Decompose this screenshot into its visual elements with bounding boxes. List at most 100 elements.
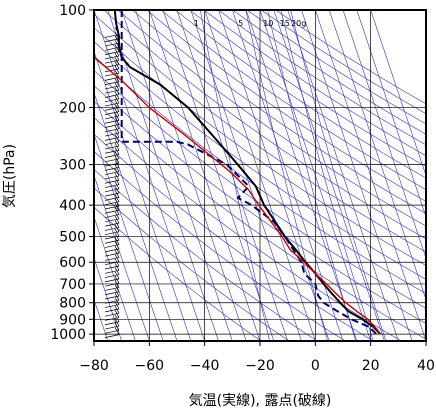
wind-barb-staff xyxy=(104,55,120,60)
wind-barb-flag xyxy=(114,233,120,241)
wind-barb-staff xyxy=(104,192,120,197)
wind-barb-staff xyxy=(104,231,120,236)
wind-barb-staff xyxy=(104,124,120,128)
wind-barb-flag xyxy=(114,168,120,177)
mixing-ratio-label: 20g xyxy=(291,19,306,28)
moist-adiabat-line xyxy=(94,50,192,341)
wind-barb-staff xyxy=(104,167,120,171)
wind-barb-staff xyxy=(104,227,120,231)
wind-barb-staff xyxy=(104,85,120,90)
x-axis: −80 −60 −40 −20 0 20 40 xyxy=(79,341,435,374)
wind-barb-flag xyxy=(114,177,120,185)
wind-barb-staff xyxy=(104,115,120,120)
moist-adiabat-line xyxy=(273,10,385,341)
wind-barb-staff xyxy=(104,317,120,321)
wind-barb-flag xyxy=(114,160,120,168)
dry-adiabat-line xyxy=(94,85,426,324)
wind-barb-staff xyxy=(104,214,120,218)
wind-barb-staff xyxy=(104,329,120,334)
dry-adiabat-line xyxy=(146,10,426,202)
mixing-ratio-line xyxy=(290,10,387,341)
wind-barb-staff xyxy=(104,72,120,77)
wind-barb-staff xyxy=(104,299,120,304)
wind-barb-staff xyxy=(104,184,120,188)
moist-adiabat-line xyxy=(135,10,247,341)
dry-adiabat-line xyxy=(175,10,426,179)
wind-barb-staff xyxy=(104,291,120,296)
wind-barb-flag xyxy=(114,203,120,211)
wind-barb-flag xyxy=(114,310,120,318)
wind-barb-flag xyxy=(114,280,120,288)
mixing-ratio-label: 1 xyxy=(194,19,199,28)
wind-barb-flag xyxy=(114,138,120,147)
wind-barb-staff xyxy=(104,248,120,253)
wind-barb-flag xyxy=(114,173,120,181)
y-tick-label: 500 xyxy=(59,230,86,246)
dry-adiabat-line xyxy=(246,10,426,125)
temperature-line xyxy=(113,10,382,335)
wind-barb-flag xyxy=(114,87,120,95)
dry-adiabat-line xyxy=(94,133,374,341)
wind-barb-flag xyxy=(114,113,120,121)
wind-barb-staff xyxy=(104,308,120,313)
wind-barb-flag xyxy=(114,108,120,117)
x-tick-label: 20 xyxy=(362,358,380,374)
wind-barb-staff xyxy=(104,102,120,107)
moist-adiabat-line xyxy=(370,10,426,177)
wind-barb-staff xyxy=(104,64,120,68)
wind-barb-staff xyxy=(104,145,120,150)
wind-barb-flag xyxy=(114,220,120,228)
profile-series xyxy=(94,10,382,335)
mixing-ratio-label: 10 xyxy=(263,19,273,28)
wind-barb-staff xyxy=(104,312,120,317)
wind-barb-staff xyxy=(104,239,120,244)
x-tick-label: −20 xyxy=(245,358,275,374)
wind-barb-flag xyxy=(114,95,120,104)
wind-barb-staff xyxy=(104,218,120,223)
wind-barb-flag xyxy=(114,57,120,65)
wind-barb-staff xyxy=(104,128,120,133)
wind-barb-flag xyxy=(114,314,120,322)
y-tick-label: 600 xyxy=(59,255,86,271)
wind-barb-flag xyxy=(114,318,120,327)
y-tick-label: 100 xyxy=(59,3,86,19)
dry-adiabat-line xyxy=(94,151,346,341)
wind-barb-staff xyxy=(104,278,120,283)
wind-barb-flag xyxy=(114,207,120,215)
wind-barb-staff xyxy=(104,158,120,163)
wind-barb-flag xyxy=(114,284,120,292)
wind-barb-staff xyxy=(104,252,120,257)
dry-adiabat-line xyxy=(261,10,426,115)
wind-barb-flag xyxy=(114,267,120,275)
wind-barb-staff xyxy=(104,171,120,176)
wind-barb-staff xyxy=(104,42,120,47)
parcel-line xyxy=(94,56,381,335)
y-tick-label: 1000 xyxy=(50,327,86,343)
wind-barb-staff xyxy=(104,325,120,330)
moist-adiabat-line xyxy=(245,10,358,341)
wind-barb-flag xyxy=(114,125,120,134)
moist-adiabat-line xyxy=(94,133,164,341)
wind-barb-staff xyxy=(104,244,120,248)
wind-barb-flag xyxy=(114,151,120,159)
moist-adiabat-line xyxy=(94,91,178,341)
wind-barb-flag xyxy=(114,245,120,254)
wind-barb-staff xyxy=(104,295,120,300)
background-lines xyxy=(94,10,426,341)
x-tick-label: 0 xyxy=(311,358,320,374)
wind-barb-flag xyxy=(114,275,120,284)
mixing-ratio-line xyxy=(267,10,356,341)
wind-barb-staff xyxy=(104,269,120,274)
x-tick-label: 40 xyxy=(417,358,435,374)
moist-adiabat-line xyxy=(218,10,330,341)
wind-barb-staff xyxy=(104,201,120,206)
wind-barb-flag xyxy=(114,130,120,138)
wind-barb-staff xyxy=(104,98,120,103)
wind-barb-staff xyxy=(104,68,120,73)
y-axis-title: 気圧(hPa) xyxy=(2,144,18,208)
moist-adiabat-line xyxy=(287,10,399,341)
dry-adiabat-line xyxy=(94,187,290,341)
wind-barb-flag xyxy=(114,155,120,164)
dry-adiabat-line xyxy=(160,10,426,191)
